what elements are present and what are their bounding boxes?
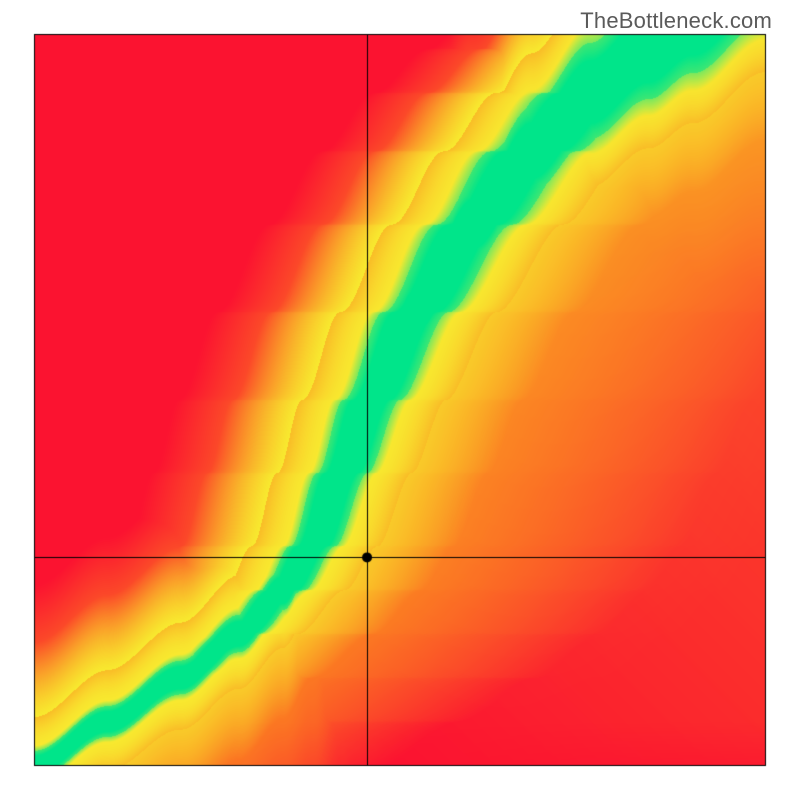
watermark-text: TheBottleneck.com [580,8,772,34]
chart-container: TheBottleneck.com [0,0,800,800]
bottleneck-heatmap-canvas [0,0,800,800]
